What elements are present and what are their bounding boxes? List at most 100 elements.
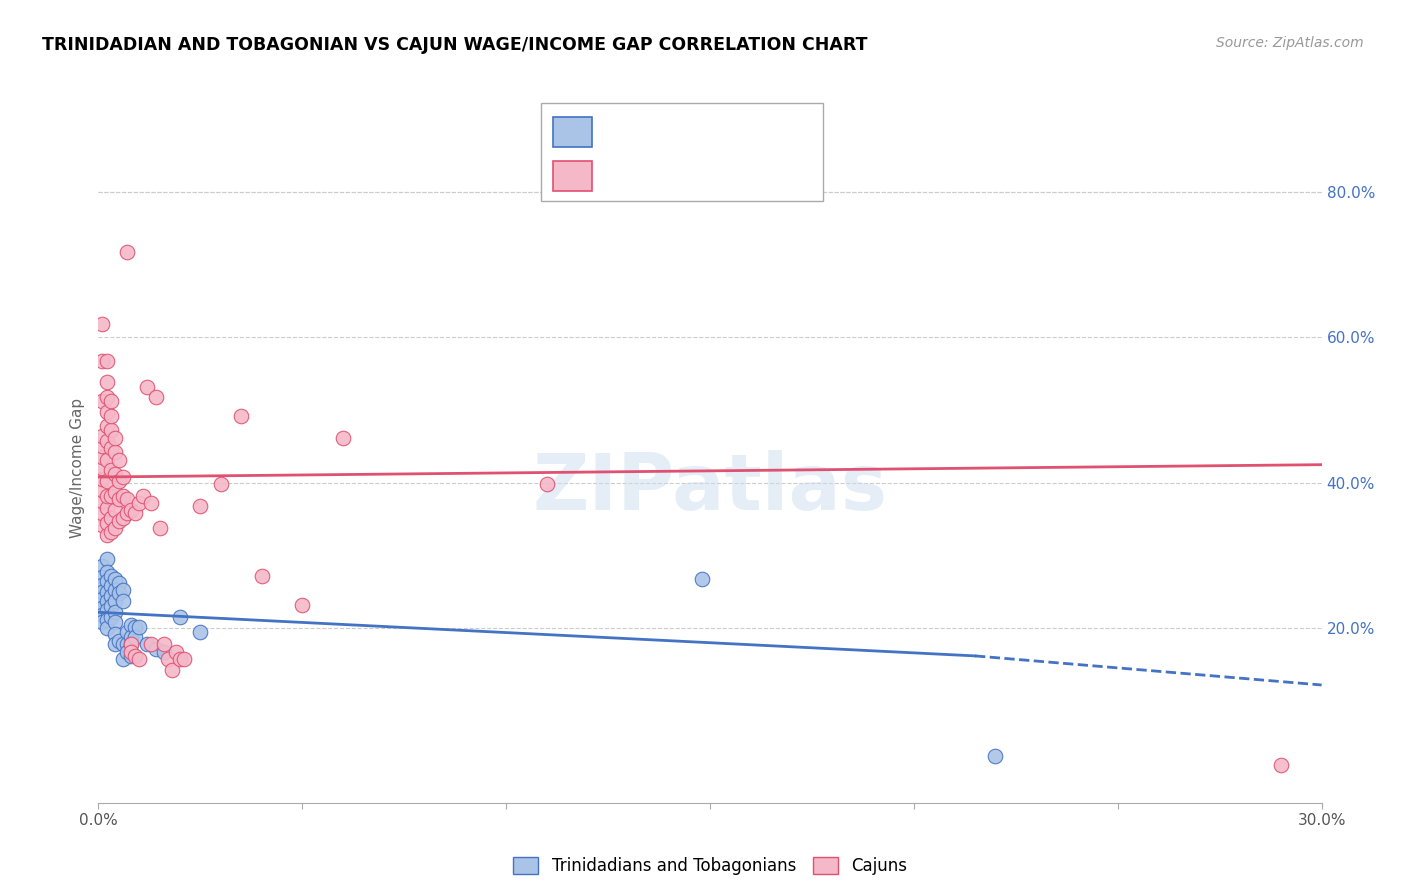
- Text: TRINIDADIAN AND TOBAGONIAN VS CAJUN WAGE/INCOME GAP CORRELATION CHART: TRINIDADIAN AND TOBAGONIAN VS CAJUN WAGE…: [42, 36, 868, 54]
- Point: [156, 652, 179, 666]
- Point: [120, 503, 142, 517]
- Point: [115, 244, 138, 259]
- Point: [96, 585, 118, 599]
- Point: [96, 593, 118, 607]
- Point: [104, 627, 127, 641]
- Text: 52: 52: [775, 121, 797, 139]
- Point: [91, 461, 114, 475]
- Point: [100, 610, 122, 624]
- Point: [91, 450, 114, 465]
- Text: R =: R =: [603, 121, 640, 139]
- Point: [141, 496, 163, 510]
- Point: [173, 652, 195, 666]
- Text: ZIPatlas: ZIPatlas: [533, 450, 887, 526]
- Point: [104, 484, 127, 499]
- Point: [149, 521, 172, 535]
- Point: [100, 489, 122, 503]
- Point: [104, 572, 127, 586]
- Point: [96, 603, 118, 617]
- Point: [100, 441, 122, 455]
- Point: [108, 576, 131, 591]
- Point: [100, 424, 122, 438]
- Legend: Trinidadians and Tobagonians, Cajuns: Trinidadians and Tobagonians, Cajuns: [506, 850, 914, 881]
- Point: [96, 613, 118, 627]
- Point: [96, 434, 118, 448]
- Point: [104, 615, 127, 630]
- Point: [100, 510, 122, 524]
- Point: [120, 617, 142, 632]
- Point: [115, 644, 138, 658]
- Point: [108, 491, 131, 506]
- Point: [145, 641, 167, 656]
- Point: [120, 637, 142, 651]
- Text: N =: N =: [724, 121, 761, 139]
- Point: [100, 569, 122, 583]
- Point: [104, 605, 127, 619]
- Point: [124, 620, 146, 634]
- Point: [128, 620, 150, 634]
- Point: [91, 507, 114, 521]
- Text: 75: 75: [775, 165, 797, 183]
- Text: 0.013: 0.013: [657, 165, 709, 183]
- Point: [231, 409, 253, 423]
- Point: [160, 664, 183, 678]
- Point: [104, 521, 127, 535]
- Point: [91, 615, 114, 630]
- Point: [108, 475, 131, 489]
- Text: N =: N =: [724, 165, 761, 183]
- Point: [136, 380, 159, 394]
- Point: [100, 394, 122, 409]
- Point: [108, 452, 131, 467]
- Y-axis label: Wage/Income Gap: Wage/Income Gap: [69, 398, 84, 539]
- Point: [91, 577, 114, 591]
- Point: [115, 637, 138, 651]
- Point: [96, 376, 118, 390]
- Point: [91, 394, 114, 409]
- Point: [108, 634, 131, 648]
- Point: [124, 648, 146, 663]
- Point: [96, 621, 118, 635]
- Point: [91, 570, 114, 584]
- Point: [111, 470, 134, 484]
- Point: [100, 525, 122, 540]
- Point: [96, 404, 118, 418]
- Point: [96, 552, 118, 566]
- Point: [100, 579, 122, 593]
- Point: [169, 652, 191, 666]
- FancyBboxPatch shape: [553, 118, 592, 147]
- Point: [124, 630, 146, 644]
- Point: [91, 318, 114, 332]
- Point: [145, 390, 167, 404]
- Point: [291, 598, 314, 612]
- Point: [96, 353, 118, 368]
- Point: [91, 559, 114, 574]
- Point: [111, 583, 134, 598]
- Point: [91, 472, 114, 486]
- Text: Source: ZipAtlas.com: Source: ZipAtlas.com: [1216, 36, 1364, 50]
- Point: [100, 589, 122, 603]
- Point: [104, 467, 127, 482]
- Point: [91, 585, 114, 599]
- FancyBboxPatch shape: [553, 161, 592, 191]
- Point: [96, 419, 118, 434]
- Point: [165, 644, 187, 658]
- Point: [115, 507, 138, 521]
- Point: [152, 644, 174, 658]
- Point: [96, 574, 118, 588]
- Point: [91, 483, 114, 497]
- Point: [120, 644, 142, 658]
- Point: [188, 499, 212, 513]
- Point: [91, 601, 114, 615]
- Point: [91, 592, 114, 607]
- Point: [108, 514, 131, 528]
- Point: [104, 593, 127, 607]
- Point: [91, 494, 114, 508]
- Point: [188, 624, 212, 639]
- Text: R =: R =: [603, 165, 644, 183]
- Point: [984, 748, 1007, 763]
- Point: [104, 503, 127, 517]
- Point: [96, 528, 118, 542]
- Point: [96, 501, 118, 516]
- Point: [104, 637, 127, 651]
- Point: [209, 477, 232, 491]
